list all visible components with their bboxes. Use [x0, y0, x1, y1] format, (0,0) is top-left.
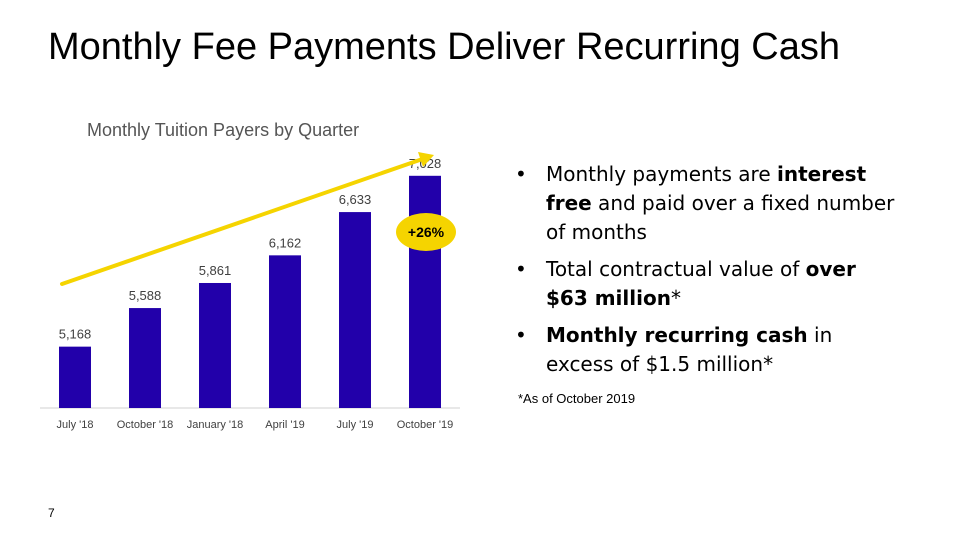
bullet-text: Monthly payments are [546, 162, 778, 186]
bullet-marker: • [515, 323, 527, 347]
bullet-text: * [670, 286, 681, 310]
bullet-text: in excess of $1.5 million* [546, 323, 833, 376]
bullet-item: • Monthly payments are interest free and … [515, 160, 895, 247]
slide-title: Monthly Fee Payments Deliver Recurring C… [48, 26, 840, 68]
bullet-item: • Total contractual value of over $63 mil… [515, 255, 895, 313]
bullet-text: Total contractual value of [546, 257, 806, 281]
x-tick-label: April '19 [265, 419, 304, 431]
bullet-bold-text: interest free [546, 162, 867, 215]
x-tick-label: October '19 [397, 419, 454, 431]
x-tick-label: July '19 [337, 419, 374, 431]
bar-value-label: 5,168 [59, 327, 92, 342]
bullet-marker: • [515, 162, 527, 186]
bullet-bold-text: over $63 million [546, 257, 856, 310]
bar [59, 346, 91, 408]
bar [409, 175, 441, 408]
growth-badge-text: +26% [408, 224, 445, 240]
x-tick-label: July '18 [57, 419, 94, 431]
bar [199, 282, 231, 408]
bullet-list: • Monthly payments are interest free and … [515, 160, 895, 387]
bullet-item: • Monthly recurring cash in excess of $1.… [515, 321, 895, 379]
bar [339, 212, 371, 408]
trend-arrow [60, 156, 426, 286]
bar [269, 255, 301, 408]
page-number: 7 [48, 506, 55, 520]
growth-badge [396, 213, 456, 251]
bar-value-label: 6,162 [269, 235, 302, 250]
bar-value-label: 6,633 [339, 192, 372, 207]
arrow-head-icon [418, 152, 434, 167]
x-tick-label: October '18 [117, 419, 174, 431]
bar [129, 308, 161, 408]
bullet-text: and paid over a fixed number of months [546, 191, 895, 244]
chart-title: Monthly Tuition Payers by Quarter [87, 120, 360, 140]
x-tick-label: January '18 [187, 419, 244, 431]
bullet-bold-text: Monthly recurring cash [546, 323, 808, 347]
footnote: *As of October 2019 [518, 391, 636, 406]
bar-value-label: 5,861 [199, 263, 232, 278]
bullet-marker: • [515, 257, 527, 281]
bar-value-label: 5,588 [129, 288, 162, 303]
